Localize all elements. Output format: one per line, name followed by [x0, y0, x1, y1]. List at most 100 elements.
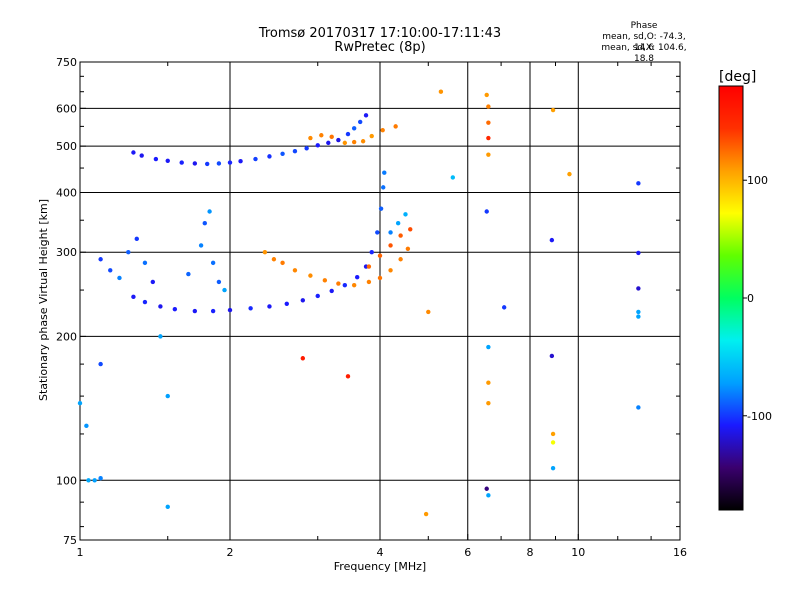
data-point — [308, 273, 313, 278]
data-point — [381, 185, 386, 190]
data-point — [342, 282, 348, 288]
data-point — [139, 153, 144, 158]
data-point — [292, 268, 298, 273]
data-point — [388, 230, 393, 235]
data-point — [284, 301, 289, 306]
data-point — [336, 137, 341, 143]
y-tick-label: 300 — [56, 246, 77, 259]
y-axis-ticks: 75 100 200 300 400 500 600 750 — [56, 56, 86, 547]
data-point — [382, 170, 387, 175]
data-point — [398, 233, 403, 238]
data-point — [172, 306, 178, 312]
data-point — [315, 293, 320, 299]
data-point — [550, 440, 556, 445]
data-point — [262, 250, 268, 255]
x-tick-label: 2 — [227, 546, 234, 559]
data-point — [131, 150, 136, 155]
data-point — [375, 230, 380, 235]
data-point — [304, 146, 309, 151]
data-point — [484, 92, 489, 98]
data-point — [550, 431, 556, 437]
data-point — [202, 221, 207, 226]
data-point — [227, 307, 233, 313]
data-point — [186, 271, 191, 277]
data-point — [326, 140, 331, 146]
data-point — [253, 156, 258, 162]
data-point — [636, 250, 641, 256]
data-point — [377, 275, 383, 281]
x-tick-label: 16 — [673, 546, 687, 559]
data-point — [345, 374, 351, 379]
data-points — [77, 89, 641, 517]
data-point — [636, 181, 641, 186]
data-point — [363, 113, 369, 118]
data-point — [486, 493, 491, 498]
data-point — [207, 209, 212, 214]
data-point — [271, 257, 277, 262]
data-point — [549, 237, 555, 243]
data-point — [280, 260, 285, 266]
data-point — [369, 133, 374, 139]
data-point — [158, 334, 163, 339]
data-point — [158, 304, 163, 309]
data-point — [192, 161, 198, 166]
data-point — [366, 264, 372, 269]
phase-stats-o: mean, sd,O: -74.3, 14.6 — [602, 32, 686, 53]
data-point — [426, 309, 431, 315]
data-point — [142, 260, 148, 266]
data-point — [292, 149, 298, 154]
data-point — [98, 257, 103, 262]
x-tick-label: 10 — [571, 546, 585, 559]
data-point — [336, 281, 341, 286]
data-point — [345, 131, 351, 137]
data-point — [165, 504, 170, 510]
data-point — [550, 107, 556, 113]
data-point — [204, 161, 210, 167]
data-point — [150, 279, 156, 285]
x-tick-label: 6 — [464, 546, 471, 559]
data-point — [86, 478, 91, 483]
data-point — [315, 143, 320, 148]
data-point — [550, 465, 556, 471]
chart-title: Tromsø 20170317 17:10:00-17:11:43 — [258, 26, 502, 41]
data-point — [77, 400, 83, 406]
data-point — [117, 275, 122, 281]
data-point — [484, 209, 489, 214]
data-point — [198, 243, 204, 248]
data-point — [405, 246, 411, 251]
data-point — [378, 206, 384, 211]
data-point — [134, 236, 139, 242]
data-point — [369, 250, 374, 255]
data-point — [238, 159, 243, 164]
data-point — [636, 405, 641, 410]
data-point — [486, 344, 491, 350]
data-point — [484, 486, 489, 491]
y-tick-label: 100 — [56, 474, 77, 487]
data-point — [366, 279, 372, 285]
data-point — [280, 151, 285, 156]
data-point — [216, 161, 222, 166]
data-point — [398, 257, 403, 262]
data-point — [450, 175, 456, 180]
colorbar-unit: [deg] — [719, 69, 757, 85]
data-point — [486, 380, 491, 385]
y-tick-label: 75 — [63, 534, 77, 547]
y-tick-label: 500 — [56, 140, 77, 153]
data-point — [351, 126, 357, 131]
data-point — [267, 304, 272, 309]
data-point — [329, 288, 334, 294]
x-tick-label: 4 — [377, 546, 384, 559]
colorbar — [718, 85, 744, 511]
grid — [80, 62, 680, 540]
data-point — [636, 314, 641, 319]
data-point — [393, 124, 398, 129]
data-point — [319, 133, 324, 138]
data-point — [403, 212, 408, 217]
data-point — [98, 476, 103, 481]
data-point — [360, 139, 366, 144]
data-point — [179, 160, 184, 165]
data-point — [322, 278, 328, 283]
data-point — [486, 152, 491, 157]
data-point — [357, 119, 363, 125]
data-point — [142, 299, 148, 305]
